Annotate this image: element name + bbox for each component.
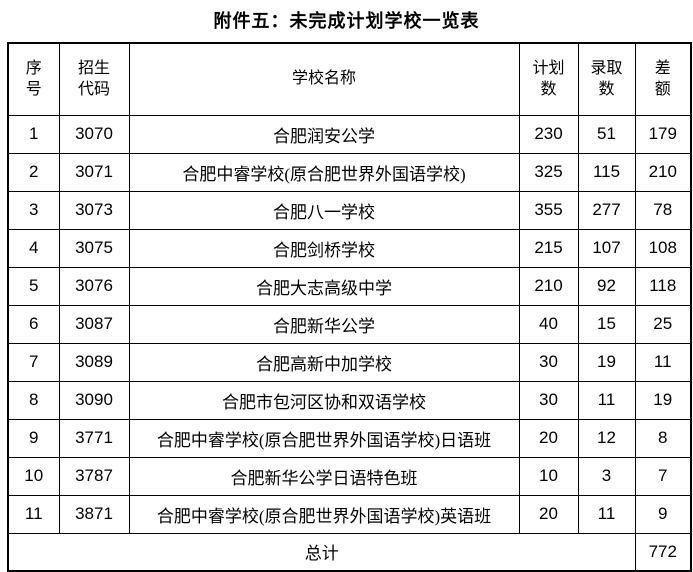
difference-cell: 179 <box>634 114 692 154</box>
admission-code-cell: 3073 <box>58 190 130 230</box>
admission-code-cell: 3871 <box>58 494 130 534</box>
admission-code-cell: 3087 <box>58 304 130 344</box>
school-name-cell: 合肥润安公学 <box>128 114 520 154</box>
unfinished-plan-schools-table: 序 号 招生 代码 学校名称 计划 数 录取 数 差 额 1 3070 合肥润安… <box>7 42 692 572</box>
total-label-cell: 总计 <box>7 532 636 572</box>
table-row: 10 3787 合肥新华公学日语特色班 10 3 7 <box>7 456 692 496</box>
admitted-count-cell: 277 <box>577 190 636 230</box>
serial-no-cell: 9 <box>7 418 60 458</box>
page-title: 附件五：未完成计划学校一览表 <box>213 11 480 31</box>
serial-no-cell: 10 <box>7 456 60 496</box>
serial-no-cell: 6 <box>7 304 60 344</box>
planned-count-cell: 215 <box>518 228 579 268</box>
difference-cell: 11 <box>634 342 692 382</box>
planned-count-cell: 230 <box>518 114 579 154</box>
admitted-count-cell: 12 <box>577 418 636 458</box>
admitted-count-cell: 3 <box>577 456 636 496</box>
admission-code-cell: 3090 <box>58 380 130 420</box>
school-name-cell: 合肥大志高级中学 <box>128 266 520 306</box>
admitted-count-cell: 51 <box>577 114 636 154</box>
header-admission-code: 招生 代码 <box>58 42 130 116</box>
difference-cell: 9 <box>634 494 692 534</box>
school-name-cell: 合肥新华公学日语特色班 <box>128 456 520 496</box>
school-name-cell: 合肥中睿学校(原合肥世界外国语学校)英语班 <box>128 494 520 534</box>
table-row: 2 3071 合肥中睿学校(原合肥世界外国语学校) 325 115 210 <box>7 152 692 192</box>
serial-no-cell: 3 <box>7 190 60 230</box>
header-school-name: 学校名称 <box>128 42 520 116</box>
header-admitted-count: 录取 数 <box>577 42 636 116</box>
school-name-cell: 合肥市包河区协和双语学校 <box>128 380 520 420</box>
admission-code-cell: 3071 <box>58 152 130 192</box>
serial-no-cell: 8 <box>7 380 60 420</box>
difference-cell: 108 <box>634 228 692 268</box>
difference-cell: 118 <box>634 266 692 306</box>
school-name-cell: 合肥高新中加学校 <box>128 342 520 382</box>
serial-no-cell: 7 <box>7 342 60 382</box>
planned-count-cell: 10 <box>518 456 579 496</box>
table-row: 3 3073 合肥八一学校 355 277 78 <box>7 190 692 230</box>
table-row: 1 3070 合肥润安公学 230 51 179 <box>7 114 692 154</box>
total-difference-cell: 772 <box>634 532 692 572</box>
table-row: 4 3075 合肥剑桥学校 215 107 108 <box>7 228 692 268</box>
table-total-row: 总计 772 <box>7 532 692 572</box>
school-name-cell: 合肥新华公学 <box>128 304 520 344</box>
header-serial-no: 序 号 <box>7 42 60 116</box>
difference-cell: 8 <box>634 418 692 458</box>
admitted-count-cell: 92 <box>577 266 636 306</box>
admitted-count-cell: 19 <box>577 342 636 382</box>
admission-code-cell: 3076 <box>58 266 130 306</box>
admission-code-cell: 3070 <box>58 114 130 154</box>
admission-code-cell: 3075 <box>58 228 130 268</box>
table-header-row: 序 号 招生 代码 学校名称 计划 数 录取 数 差 额 <box>7 42 692 116</box>
admission-code-cell: 3771 <box>58 418 130 458</box>
admitted-count-cell: 11 <box>577 380 636 420</box>
admitted-count-cell: 107 <box>577 228 636 268</box>
admission-code-cell: 3089 <box>58 342 130 382</box>
serial-no-cell: 11 <box>7 494 60 534</box>
table-row: 9 3771 合肥中睿学校(原合肥世界外国语学校)日语班 20 12 8 <box>7 418 692 458</box>
school-name-cell: 合肥中睿学校(原合肥世界外国语学校)日语班 <box>128 418 520 458</box>
serial-no-cell: 5 <box>7 266 60 306</box>
admitted-count-cell: 11 <box>577 494 636 534</box>
difference-cell: 210 <box>634 152 692 192</box>
header-planned-count: 计划 数 <box>518 42 579 116</box>
difference-cell: 7 <box>634 456 692 496</box>
table-row: 6 3087 合肥新华公学 40 15 25 <box>7 304 692 344</box>
table-row: 8 3090 合肥市包河区协和双语学校 30 11 19 <box>7 380 692 420</box>
difference-cell: 19 <box>634 380 692 420</box>
difference-cell: 25 <box>634 304 692 344</box>
planned-count-cell: 210 <box>518 266 579 306</box>
difference-cell: 78 <box>634 190 692 230</box>
serial-no-cell: 4 <box>7 228 60 268</box>
planned-count-cell: 355 <box>518 190 579 230</box>
planned-count-cell: 325 <box>518 152 579 192</box>
serial-no-cell: 1 <box>7 114 60 154</box>
planned-count-cell: 30 <box>518 342 579 382</box>
planned-count-cell: 20 <box>518 418 579 458</box>
serial-no-cell: 2 <box>7 152 60 192</box>
admission-code-cell: 3787 <box>58 456 130 496</box>
table-row: 11 3871 合肥中睿学校(原合肥世界外国语学校)英语班 20 11 9 <box>7 494 692 534</box>
planned-count-cell: 30 <box>518 380 579 420</box>
admitted-count-cell: 15 <box>577 304 636 344</box>
header-difference: 差 额 <box>634 42 692 116</box>
planned-count-cell: 40 <box>518 304 579 344</box>
planned-count-cell: 20 <box>518 494 579 534</box>
admitted-count-cell: 115 <box>577 152 636 192</box>
school-name-cell: 合肥八一学校 <box>128 190 520 230</box>
school-name-cell: 合肥剑桥学校 <box>128 228 520 268</box>
school-name-cell: 合肥中睿学校(原合肥世界外国语学校) <box>128 152 520 192</box>
table-row: 7 3089 合肥高新中加学校 30 19 11 <box>7 342 692 382</box>
table-row: 5 3076 合肥大志高级中学 210 92 118 <box>7 266 692 306</box>
